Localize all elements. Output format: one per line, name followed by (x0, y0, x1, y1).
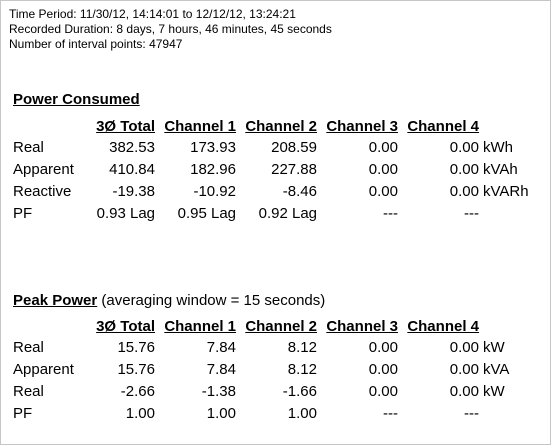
table-cell: -8.46 (282, 183, 317, 200)
table-cell: 0.00 (449, 161, 479, 178)
row-label: Apparent (13, 161, 74, 178)
unit-label: kVA (483, 361, 510, 378)
table-row: Real 382.53 173.93 208.59 0.00 0.00 kWh (13, 137, 543, 159)
column-header: Channel 3 (326, 318, 398, 335)
table-cell: 1.00 (206, 405, 236, 422)
report-header: Time Period: 11/30/12, 14:14:01 to 12/12… (9, 7, 332, 52)
column-header: Channel 3 (326, 118, 398, 135)
table-cell: 7.84 (206, 339, 236, 356)
table-cell: 0.00 (449, 183, 479, 200)
unit-label: kWh (483, 139, 513, 156)
column-header: 3Ø Total (96, 318, 155, 335)
interval-points: Number of interval points: 47947 (9, 37, 183, 51)
table-cell: 173.93 (190, 139, 236, 156)
table-cell: 382.53 (109, 139, 155, 156)
table-cell: 0.00 (368, 383, 398, 400)
power-consumed-title: Power Consumed (13, 91, 140, 108)
table-cell: 0.00 (368, 161, 398, 178)
table-cell: 208.59 (271, 139, 317, 156)
table-row: Real -2.66 -1.38 -1.66 0.00 0.00 kW (13, 381, 543, 403)
table-cell: 0.00 (449, 361, 479, 378)
column-header: Channel 1 (164, 318, 236, 335)
table-cell: -1.66 (282, 383, 317, 400)
table-cell: 0.00 (368, 339, 398, 356)
table-cell: -10.92 (193, 183, 236, 200)
table-cell: 227.88 (271, 161, 317, 178)
table-cell: 0.95 Lag (177, 205, 236, 222)
column-header: Channel 1 (164, 118, 236, 135)
peak-power-title: Peak Power (13, 292, 98, 309)
table-cell: --- (383, 405, 398, 422)
table-row: Apparent 15.76 7.84 8.12 0.00 0.00 kVA (13, 359, 543, 381)
table-cell: 1.00 (125, 405, 155, 422)
table-cell: 1.00 (287, 405, 317, 422)
table-header-row: 3Ø Total Channel 1 Channel 2 Channel 3 C… (13, 117, 543, 137)
table-cell: 410.84 (109, 161, 155, 178)
table-cell: 15.76 (117, 361, 155, 378)
unit-label: kW (483, 383, 505, 400)
column-header: Channel 4 (407, 118, 479, 135)
table-cell: 7.84 (206, 361, 236, 378)
peak-power-heading: Peak Power (averaging window = 15 second… (13, 292, 325, 309)
table-row: PF 1.00 1.00 1.00 --- --- (13, 403, 543, 425)
table-row: PF 0.93 Lag 0.95 Lag 0.92 Lag --- --- (13, 203, 543, 225)
column-header: Channel 4 (407, 318, 479, 335)
table-cell: 8.12 (287, 361, 317, 378)
row-label: Real (13, 383, 44, 400)
unit-label (479, 403, 543, 425)
table-cell: --- (383, 205, 398, 222)
table-cell: 0.00 (368, 139, 398, 156)
row-label: Reactive (13, 183, 72, 200)
table-cell: 15.76 (117, 339, 155, 356)
table-row: Real 15.76 7.84 8.12 0.00 0.00 kW (13, 337, 543, 359)
table-cell: 0.00 (449, 383, 479, 400)
table-cell: --- (464, 405, 479, 422)
power-consumed-heading: Power Consumed (13, 91, 140, 108)
peak-power-subtitle: (averaging window = 15 seconds) (97, 292, 326, 309)
unit-label: kVAh (483, 161, 518, 178)
table-cell: -2.66 (120, 383, 155, 400)
table-row: Apparent 410.84 182.96 227.88 0.00 0.00 … (13, 159, 543, 181)
peak-power-table: 3Ø Total Channel 1 Channel 2 Channel 3 C… (13, 317, 543, 425)
table-cell: 0.00 (449, 139, 479, 156)
row-label: PF (13, 205, 33, 222)
table-cell: -19.38 (112, 183, 155, 200)
unit-label: kW (483, 339, 505, 356)
unit-label: kVARh (483, 183, 529, 200)
table-cell: 0.00 (368, 183, 398, 200)
table-cell: 0.00 (449, 339, 479, 356)
row-label: Apparent (13, 361, 74, 378)
power-consumed-table: 3Ø Total Channel 1 Channel 2 Channel 3 C… (13, 117, 543, 225)
table-cell: -1.38 (201, 383, 236, 400)
table-header-row: 3Ø Total Channel 1 Channel 2 Channel 3 C… (13, 317, 543, 337)
column-header: Channel 2 (245, 118, 317, 135)
table-cell: 0.93 Lag (96, 205, 155, 222)
table-cell: 0.92 Lag (258, 205, 317, 222)
row-label: Real (13, 139, 44, 156)
table-cell: 182.96 (190, 161, 236, 178)
column-header: 3Ø Total (96, 118, 155, 135)
table-row: Reactive -19.38 -10.92 -8.46 0.00 0.00 k… (13, 181, 543, 203)
time-period: Time Period: 11/30/12, 14:14:01 to 12/12… (9, 7, 296, 21)
row-label: PF (13, 405, 33, 422)
row-label: Real (13, 339, 44, 356)
unit-label (479, 203, 543, 225)
table-cell: 8.12 (287, 339, 317, 356)
table-cell: --- (464, 205, 479, 222)
table-cell: 0.00 (368, 361, 398, 378)
column-header: Channel 2 (245, 318, 317, 335)
recorded-duration: Recorded Duration: 8 days, 7 hours, 46 m… (9, 22, 332, 36)
